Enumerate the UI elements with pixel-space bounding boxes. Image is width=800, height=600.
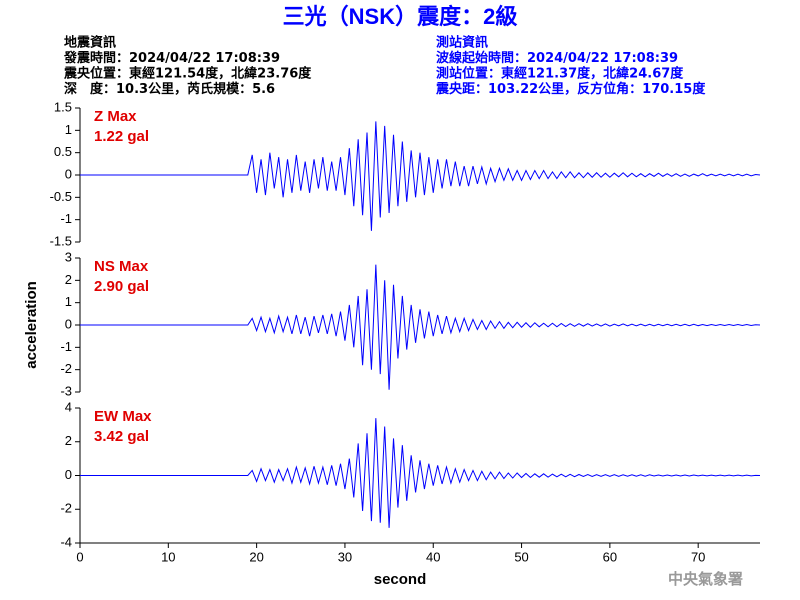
y-tick-label: 1 — [65, 122, 72, 137]
y-tick-label: 0.5 — [54, 144, 72, 159]
station-info-right: 測站位置：東經121.37度，北緯24.67度 — [436, 66, 684, 82]
y-axis-label: acceleration — [23, 281, 40, 369]
x-tick-label: 70 — [691, 549, 705, 564]
waveform — [80, 121, 761, 231]
y-tick-label: 0 — [65, 467, 72, 482]
x-tick-label: 20 — [249, 549, 263, 564]
x-tick-label: 30 — [338, 549, 352, 564]
title: 三光（NSK）震度：2級 — [283, 4, 518, 29]
x-tick-label: 40 — [426, 549, 440, 564]
max-annotation: NS Max — [94, 258, 149, 275]
footer: 中央氣象署 — [668, 570, 743, 588]
max-annotation: 1.22 gal — [94, 128, 149, 145]
y-tick-label: -2 — [60, 501, 72, 516]
station-info-right: 測站資訊 — [436, 35, 488, 51]
x-tick-label: 50 — [514, 549, 528, 564]
waveform — [80, 418, 761, 528]
y-tick-label: -1 — [60, 339, 72, 354]
x-tick-label: 10 — [161, 549, 175, 564]
x-tick-label: 0 — [76, 549, 83, 564]
x-tick-label: 60 — [603, 549, 617, 564]
y-tick-label: -4 — [60, 534, 72, 549]
y-tick-label: -1.5 — [50, 233, 72, 248]
station-info-left: 發震時間：2024/04/22 17:08:39 — [63, 50, 280, 66]
max-annotation: 3.42 gal — [94, 428, 149, 445]
station-info-left: 震央位置：東經121.54度，北緯23.76度 — [63, 66, 312, 82]
y-tick-label: 3 — [65, 249, 72, 264]
y-tick-label: -3 — [60, 383, 72, 398]
y-tick-label: -1 — [60, 211, 72, 226]
y-tick-label: 1.5 — [54, 99, 72, 114]
y-tick-label: 0 — [65, 166, 72, 181]
y-tick-label: -0.5 — [50, 189, 72, 204]
max-annotation: 2.90 gal — [94, 278, 149, 295]
station-info-left: 深 度：10.3公里，芮氏規模：5.6 — [64, 81, 275, 97]
y-tick-label: 4 — [65, 399, 72, 414]
y-tick-label: 2 — [65, 272, 72, 287]
x-axis-label: second — [374, 571, 427, 588]
station-info-left: 地震資訊 — [64, 35, 116, 51]
y-tick-label: 2 — [65, 433, 72, 448]
station-info-right: 震央距：103.22公里，反方位角：170.15度 — [435, 81, 706, 97]
max-annotation: Z Max — [94, 108, 137, 125]
max-annotation: EW Max — [94, 408, 152, 425]
y-tick-label: 1 — [65, 294, 72, 309]
y-tick-label: -2 — [60, 361, 72, 376]
y-tick-label: 0 — [65, 316, 72, 331]
station-info-right: 波線起始時間：2024/04/22 17:08:39 — [436, 50, 678, 66]
waveform — [80, 264, 761, 390]
